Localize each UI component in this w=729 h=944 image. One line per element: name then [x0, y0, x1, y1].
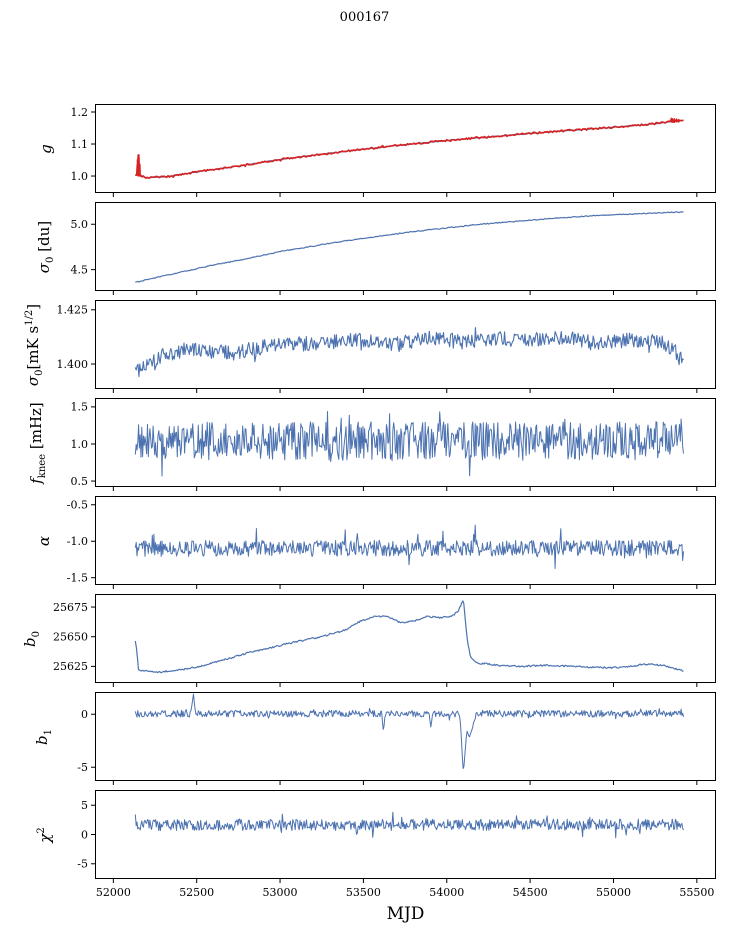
x-tick-label: 52000: [96, 886, 131, 899]
y-tick-label: -0.5: [67, 499, 88, 512]
y-tick-label: 4.5: [71, 263, 89, 276]
x-tick-label: 52500: [179, 886, 214, 899]
x-tick-label: 55500: [679, 886, 714, 899]
axes-frame-fknee: [95, 398, 716, 487]
axes-frame-b1: [95, 692, 716, 781]
axes-frame-g: [95, 104, 716, 193]
axes-frame-chi2: [95, 790, 716, 879]
y-tick-label: -5: [77, 761, 88, 774]
x-tick-label: 53500: [346, 886, 381, 899]
y-tick-label: 1.0: [71, 170, 89, 183]
plot-panel-b1: 0 -5: [77, 692, 716, 785]
y-tick-label: 1.5: [71, 401, 89, 414]
axes-frame-alpha: [95, 496, 716, 585]
y-tick-label: 1.400: [57, 358, 89, 371]
y-tick-label: 25675: [53, 601, 88, 614]
y-tick-label: 5: [81, 799, 88, 812]
x-tick-label: 54000: [429, 886, 464, 899]
plot-panel-g: 1.0 1.1 1.2: [71, 104, 716, 197]
series-b1-0: [134, 693, 684, 769]
plot-panel-chi2: -5 0 5 52000 52500 53000 53500 54000 54500 55000 5…: [77, 790, 716, 899]
series-fknee-0: [134, 411, 684, 477]
plot-panel-alpha: -1.5 -1.0 -0.5: [67, 496, 716, 589]
y-tick-label: 25650: [53, 631, 88, 644]
axes-frame-sigma0-du: [95, 202, 716, 291]
series-chi2-0: [134, 811, 684, 839]
plot-panel-sigma0-du: 4.5 5.0: [71, 202, 716, 295]
series-g-1: [134, 117, 684, 179]
y-tick-label: -1.0: [67, 535, 88, 548]
y-tick-label: 1.2: [71, 106, 89, 119]
y-tick-label: 1.1: [71, 138, 89, 151]
series-sigma0-du-0: [135, 211, 684, 283]
x-axis-label: MJD: [386, 904, 425, 924]
x-tick-label: 53000: [263, 886, 298, 899]
y-tick-label: 5.0: [71, 218, 89, 231]
y-tick-label: 0: [81, 708, 88, 721]
y-tick-label: 25625: [53, 660, 88, 673]
y-tick-label: -5: [77, 858, 88, 871]
plot-panel-sigma0-mks: 1.400 1.425: [57, 300, 716, 393]
plot-panel-b0: 25625 25650 25675: [53, 594, 716, 687]
axes-frame-sigma0-mks: [95, 300, 716, 389]
series-alpha-0: [134, 524, 684, 569]
y-tick-label: -1.5: [67, 572, 88, 585]
plot-panel-fknee: 0.5 1.0 1.5: [71, 398, 716, 491]
y-tick-label: 0: [81, 828, 88, 841]
y-tick-label: 1.0: [71, 438, 89, 451]
series-b0-0: [134, 600, 684, 674]
y-tick-label: 1.425: [57, 304, 89, 317]
x-tick-label: 54500: [513, 886, 548, 899]
y-tick-label: 0.5: [71, 475, 89, 488]
x-tick-label: 55000: [596, 886, 631, 899]
series-sigma0-mks-0: [134, 327, 684, 378]
figure-title: 000167: [339, 10, 390, 25]
axes-frame-b0: [95, 594, 716, 683]
